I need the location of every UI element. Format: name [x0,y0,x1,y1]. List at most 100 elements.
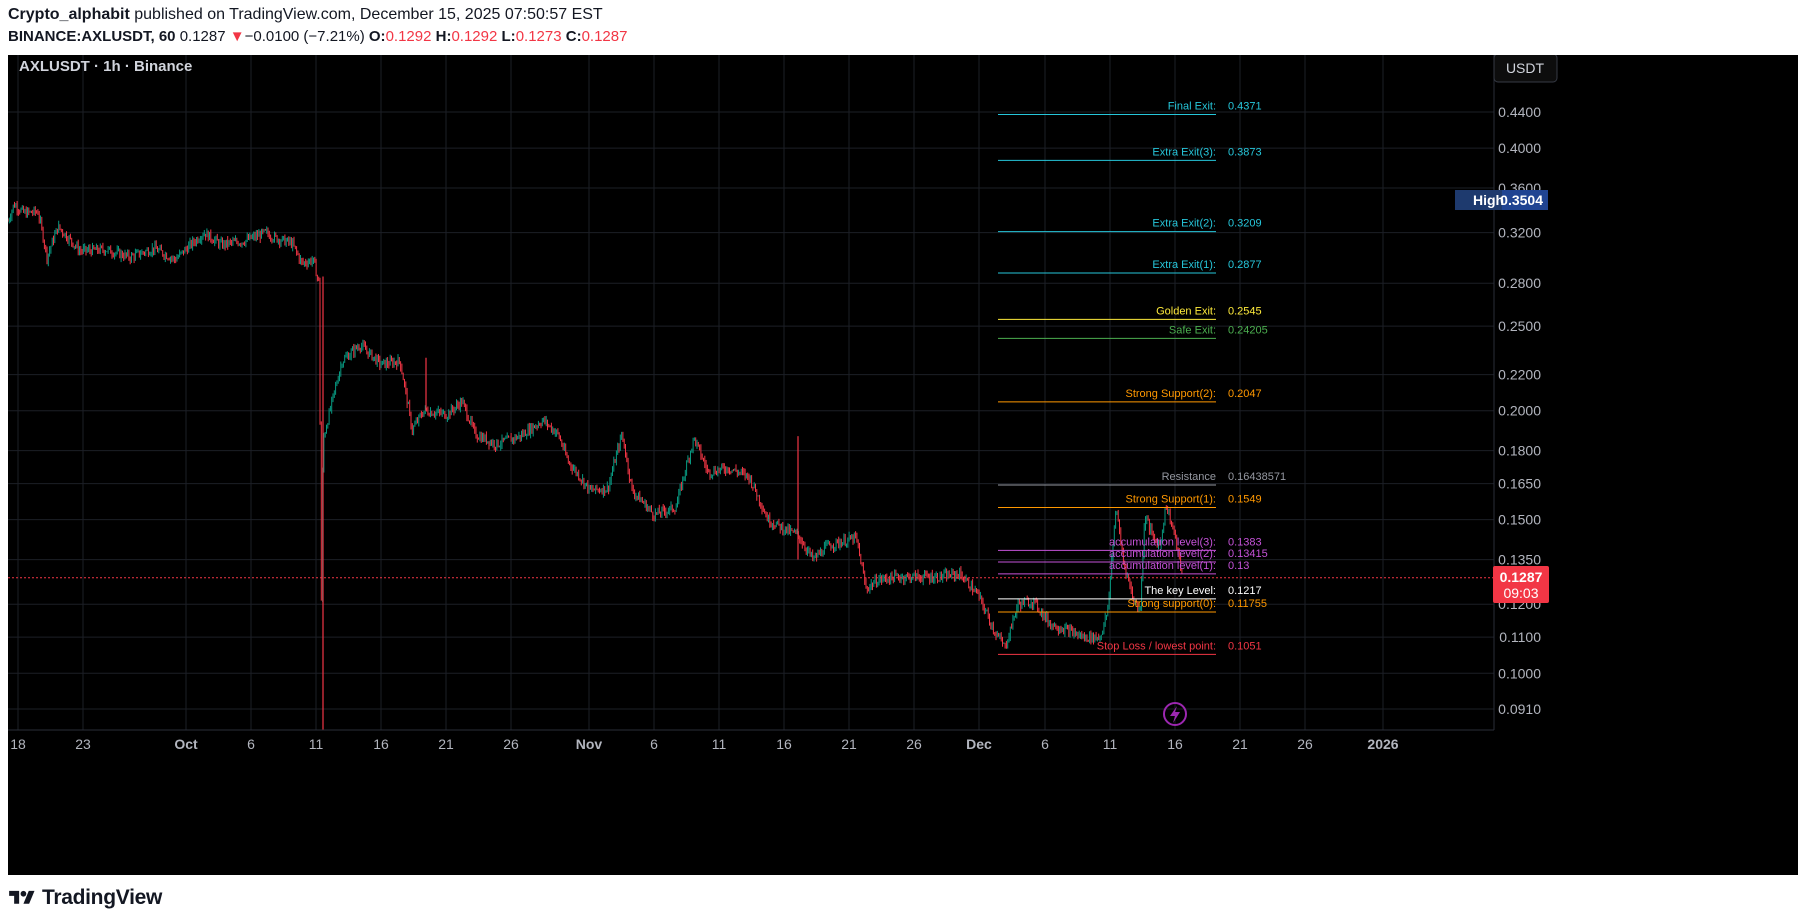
level-label: Safe Exit: [1169,324,1216,336]
level-value: 0.13415 [1228,548,1268,560]
tradingview-logo-icon [9,890,35,904]
level-label: Final Exit: [1168,101,1216,113]
level-value: 0.3873 [1228,146,1262,158]
level-value: 0.11755 [1228,598,1267,610]
author-name[interactable]: Crypto_alphabit [8,6,130,23]
last-price: 0.1287 [179,28,226,45]
chart-panel[interactable]: Final Exit: 0.4371 Extra Exit(3): 0.3873 Ext… [7,53,1798,875]
low-label: L: [501,28,516,45]
level-label: accumulation level(1): [1109,560,1216,572]
price-tick-label: 0.2200 [1498,367,1541,383]
level-label: Golden Exit: [1156,305,1216,317]
level-label: Strong support(0): [1127,598,1216,610]
time-tick-label: 16 [1167,736,1183,752]
currency-button[interactable]: USDT [1493,53,1558,83]
high-label: H: [435,28,452,45]
price-tick-label: 0.2500 [1498,318,1541,334]
low-value: 0.1273 [515,28,562,45]
level-value: 0.13 [1228,560,1249,572]
price-tick-label: 0.1800 [1498,443,1541,459]
price-tick-label: 0.3200 [1498,225,1541,241]
close-value: 0.1287 [581,28,628,45]
price-tick-label: 0.1100 [1499,629,1541,645]
time-tick-label: 11 [309,736,324,752]
time-tick-label: 16 [373,736,389,752]
time-tick-label: Oct [174,736,198,752]
price-tick-label: 0.1500 [1498,512,1541,528]
time-tick-label: 2026 [1367,736,1398,752]
current-price-badge: 0.1287 09:03 [1493,566,1549,603]
time-tick-label: Dec [966,736,992,752]
tradingview-wordmark: TradingView [42,886,163,909]
time-tick-label: 11 [712,736,727,752]
time-tick-label: 16 [776,736,792,752]
time-tick-label: 21 [1232,736,1248,752]
high-badge: High 0.3504 [1455,190,1548,210]
grid-lines [8,55,1494,730]
symbol-name: BINANCE:AXLUSDT, 60 [8,28,176,45]
currency-label: USDT [1506,60,1545,76]
level-label: accumulation level(2): [1109,548,1216,560]
price-tick-label: 0.0910 [1498,701,1541,717]
published-text: published on TradingView.com, December 1… [129,6,603,23]
high-badge-label: High [1473,192,1504,208]
level-value: 0.1217 [1228,585,1262,597]
time-tick-label: 6 [650,736,658,752]
level-label: Strong Support(1): [1126,493,1217,505]
price-tick-label: 0.2000 [1498,403,1541,419]
level-label: Extra Exit(1): [1152,259,1216,271]
countdown-timer: 09:03 [1503,585,1538,601]
level-value: 0.1051 [1228,640,1262,652]
current-price-value: 0.1287 [1500,569,1543,585]
price-tick-label: 0.2800 [1498,275,1541,291]
level-value: 0.24205 [1228,324,1268,336]
level-value: 0.1549 [1228,493,1262,505]
symbol-line: BINANCE:AXLUSDT, 60 0.1287 ▼−0.0100 (−7.… [8,28,627,45]
price-tick-label: 0.4000 [1498,140,1541,156]
level-value: 0.16438571 [1228,471,1286,483]
lightning-icon[interactable] [1163,702,1187,726]
level-value: 0.3209 [1228,218,1262,230]
tradingview-brand[interactable]: TradingView [8,886,162,910]
time-tick-label: 26 [906,736,922,752]
open-value: 0.1292 [385,28,432,45]
level-label: Strong Support(2): [1126,388,1217,400]
level-label: Resistance [1162,471,1216,483]
level-value: 0.1383 [1228,536,1262,548]
down-arrow-icon: ▼ [229,28,245,45]
time-tick-label: 6 [247,736,255,752]
price-tick-label: 0.4400 [1498,104,1541,120]
price-tick-label: 0.1650 [1498,476,1541,492]
close-label: C: [565,28,582,45]
high-value: 0.1292 [451,28,498,45]
price-chart[interactable]: Final Exit: 0.4371 Extra Exit(3): 0.3873 Ext… [7,53,1798,875]
open-label: O: [368,28,386,45]
chart-legend-title: AXLUSDT · 1h · Binance [19,58,192,75]
level-label: The key Level: [1144,585,1216,597]
level-label: accumulation level(3): [1109,536,1216,548]
level-label: Stop Loss / lowest point: [1097,640,1216,652]
publish-line: Crypto_alphabit published on TradingView… [8,6,603,24]
time-tick-label: Nov [576,736,603,752]
time-tick-label: 21 [438,736,454,752]
price-tick-label: 0.1350 [1498,552,1541,568]
level-value: 0.2877 [1228,259,1262,271]
candles-series [7,200,1183,731]
level-value: 0.2047 [1228,388,1262,400]
time-tick-label: 21 [841,736,857,752]
price-tick-label: 0.1000 [1498,665,1541,681]
price-change: −0.0100 (−7.21%) [244,28,365,45]
time-tick-label: 11 [1103,736,1118,752]
time-axis[interactable]: 18 23 Oct 6 11 16 21 26 Nov 6 11 16 21 26 Dec 6 11 16 21 26… [8,729,1494,752]
level-value: 0.2545 [1228,305,1262,317]
level-value: 0.4371 [1228,101,1262,113]
time-tick-label: 6 [1041,736,1049,752]
level-label: Extra Exit(3): [1152,146,1216,158]
time-tick-label: 26 [1297,736,1313,752]
time-tick-label: 23 [75,736,91,752]
level-lines: Final Exit: 0.4371 Extra Exit(3): 0.3873 Ext… [998,101,1286,655]
price-axis[interactable]: 0.44000.40000.36000.32000.28000.25000.22… [1493,55,1541,730]
level-label: Extra Exit(2): [1152,218,1216,230]
time-tick-label: 26 [503,736,519,752]
high-badge-value: 0.3504 [1500,192,1543,208]
